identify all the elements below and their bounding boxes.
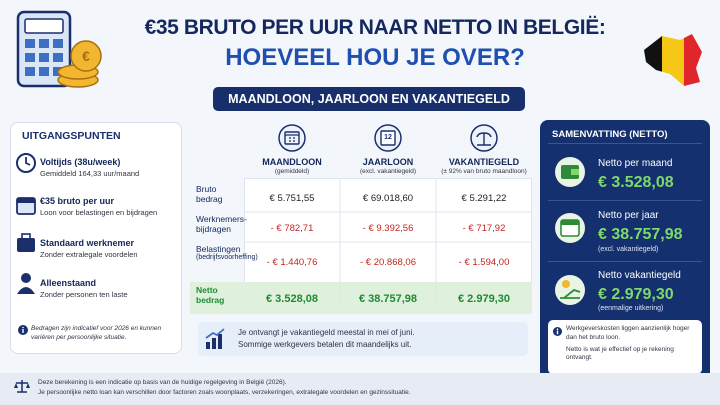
column-subtitle: (± 92% van bruto maandloon) (441, 168, 527, 175)
row-label-line: Netto (196, 285, 218, 295)
column-subtitle: (gemiddeld) (274, 168, 310, 175)
assumptions-note: Bedragen zijn indicatief voor 2026 en ku… (31, 325, 162, 341)
assumption-icons (16, 153, 36, 294)
column-header: MAANDLOON (gemiddeld) (244, 157, 340, 175)
assumptions-panel (10, 122, 182, 354)
assumption-title: €35 bruto per uur (40, 196, 115, 206)
info-box (198, 322, 528, 356)
info-line: Sommige werkgevers betalen dit maandelij… (238, 339, 412, 349)
assumption: Alleenstaand Zonder personen ten laste (40, 278, 178, 299)
summary-value: € 38.757,98 (598, 226, 683, 243)
summary-icons (555, 157, 585, 305)
summary-note-line: Netto is wat je effectief op je rekening… (566, 345, 674, 362)
assumption-text: Zonder personen ten laste (40, 290, 128, 299)
footer-line: Deze berekening is een indicatie op basi… (38, 379, 287, 386)
row-label: Netto bedrag (196, 285, 256, 305)
scale-icon (14, 380, 30, 393)
summary-label: Netto vakantiegeld (598, 270, 681, 281)
row-label-line: bedrag (196, 295, 225, 306)
info-line: Je ontvangt je vakantiegeld meestal in m… (238, 328, 415, 337)
divider (548, 261, 702, 262)
table-decor (244, 124, 532, 302)
assumption-title: Alleenstaand (40, 278, 97, 288)
summary-note-line: Werkgeverskosten liggen aanzienlijk hoge… (566, 325, 690, 341)
table-cell: € 69.018,60 (362, 192, 414, 204)
row-label-line: bedrag (196, 194, 223, 205)
summary-notes-box (548, 320, 702, 374)
subtitle: MAANDLOON, JAARLOON EN VAKANTIEGELD (213, 87, 525, 111)
column-title: MAANDLOON (262, 157, 322, 167)
column-title: VAKANTIEGELD (448, 157, 520, 167)
summary-value: € 3.528,08 (598, 174, 674, 191)
assumption-title: Voltijds (38u/week) (40, 157, 121, 167)
divider (548, 143, 702, 144)
assumption-text: Loon voor belastingen en bijdragen (40, 208, 158, 217)
column-subtitle: (excl. vakantiegeld) (360, 168, 416, 175)
assumption: Voltijds (38u/week) Gemiddeld 164,33 uur/… (40, 157, 178, 178)
table-cell: € 5.751,55 (269, 192, 315, 204)
footer-line: Je persoonlijke netto loan kan verschill… (38, 388, 411, 396)
summary-label: Netto per jaar (598, 210, 659, 221)
title: €35 BRUTO PER UUR NAAR NETTO IN BELGIË: (144, 16, 606, 39)
row-label-line: Werknemers- (196, 214, 247, 224)
panel-title: UITGANGSPUNTEN (22, 130, 121, 142)
row-label: Belastingen (bedrijfsvoorheffing) (196, 244, 258, 263)
assumption: Standaard werknemer Zonder extralegale vo… (40, 238, 178, 259)
row-label: Bruto bedrag (196, 184, 256, 204)
svg-text:€: € (82, 48, 90, 64)
summary-notes: Werkgeverskosten liggen aanzienlijk hoge… (566, 325, 698, 363)
table-cell: - € 1.440,76 (266, 256, 318, 268)
calculator-icon: € (16, 10, 102, 88)
row-label-line: Belastingen (196, 244, 241, 254)
row-label-line: Bruto (196, 184, 217, 194)
assumption-text: Gemiddeld 164,33 uur/maand (40, 169, 140, 178)
divider (548, 200, 702, 201)
panel-title: SAMENVATTING (NETTO) (552, 129, 668, 140)
info-text: Je ontvangt je vakantiegeld meestal in m… (238, 327, 415, 350)
table-cell: - € 782,71 (270, 222, 314, 234)
table-cell: € 5.291,22 (461, 192, 507, 204)
summary-note: (eenmalige uitkering) (598, 305, 664, 312)
table-cell: € 38.757,98 (358, 293, 418, 305)
summary-note: (excl. vakantiegeld) (598, 246, 659, 253)
footer (0, 373, 720, 405)
title: HOEVEEL HOU JE OVER? (225, 44, 525, 71)
table-cell: - € 9.392,56 (362, 222, 414, 234)
belgium-map (644, 34, 702, 86)
assumption-title: Standaard werknemer (40, 238, 135, 248)
info-icon (553, 327, 562, 336)
table-cell: € 3.528,08 (266, 293, 318, 305)
column-title: JAARLOON (362, 157, 414, 167)
info-icon (18, 325, 28, 335)
table-cell: - € 1.594,00 (458, 256, 510, 268)
calendar-number: 12 (384, 134, 392, 141)
column-header: VAKANTIEGELD (± 92% van bruto maandloon) (436, 157, 532, 175)
footer-text: Deze berekening is een indicatie op basi… (38, 378, 411, 398)
row-label: Werknemers-bijdragen (196, 214, 256, 234)
net-row-bg (190, 282, 532, 314)
summary-value: € 2.979,30 (598, 286, 674, 303)
row-label-line: (bedrijfsvoorheffing) (196, 254, 258, 262)
table-cell: € 2.979,30 (458, 293, 510, 305)
assumption: €35 bruto per uur Loon voor belastingen e… (40, 196, 178, 217)
chart-icon (205, 328, 225, 349)
summary-label: Netto per maand (598, 158, 673, 169)
table-cell: - € 20.868,06 (360, 256, 416, 268)
row-label-line: bijdragen (196, 224, 231, 235)
assumption-text: Zonder extralegale voordelen (40, 250, 138, 259)
column-header: JAARLOON (excl. vakantiegeld) (340, 157, 436, 175)
table-cell: - € 717,92 (462, 222, 506, 234)
